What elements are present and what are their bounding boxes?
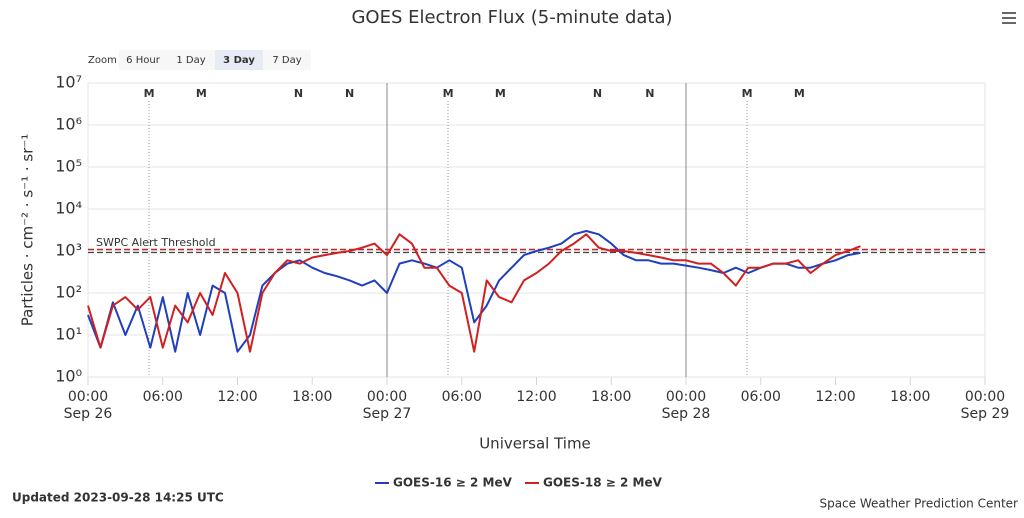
y-tick-label: 10⁴ (55, 199, 82, 218)
menu-bar (1002, 22, 1016, 24)
marker-label: N (645, 87, 654, 100)
zoom-button-bg (167, 50, 215, 70)
marker-label: N (294, 87, 303, 100)
updated-text: Updated 2023-09-28 14:25 UTC (12, 491, 224, 505)
zoom-button-label: 6 Hour (126, 55, 161, 66)
y-tick-label: 10⁰ (55, 367, 82, 386)
x-tick-label: 00:00 (965, 389, 1005, 405)
y-tick-label: 10⁶ (55, 115, 82, 134)
x-tick-label: 00:00 (666, 389, 706, 405)
x-axis-label: Universal Time (479, 435, 591, 453)
y-tick-label: 10⁵ (55, 157, 82, 176)
marker-label: N (593, 87, 602, 100)
zoom-label: Zoom (88, 55, 117, 66)
y-tick-label: 10⁷ (55, 73, 82, 92)
zoom-button-label: 1 Day (176, 55, 205, 66)
x-tick-label: 12:00 (815, 389, 855, 405)
menu-button[interactable] (1002, 12, 1016, 24)
marker-label: M (495, 87, 506, 100)
x-tick-label: 00:00 (367, 389, 407, 405)
zoom-button[interactable]: 3 Day (215, 50, 263, 70)
y-tick-label: 10³ (55, 241, 82, 260)
marker-label: M (742, 87, 753, 100)
threshold-label: SWPC Alert Threshold (96, 236, 216, 249)
x-tick-label: 00:00 (68, 389, 108, 405)
zoom-button[interactable]: 1 Day (167, 50, 215, 70)
menu-bar (1002, 12, 1016, 14)
y-axis-label: Particles · cm⁻² · s⁻¹ · sr⁻¹ (19, 134, 37, 327)
zoom-button-label: 7 Day (272, 55, 301, 66)
marker-label: M (443, 87, 454, 100)
menu-bar (1002, 17, 1016, 19)
marker-label: M (196, 87, 207, 100)
y-tick-label: 10² (55, 283, 82, 302)
legend-item[interactable]: GOES-18 ≥ 2 MeV (525, 476, 663, 490)
x-tick-label: 12:00 (516, 389, 556, 405)
chart-title: GOES Electron Flux (5-minute data) (351, 7, 672, 28)
zoom-button-bg (119, 50, 167, 70)
legend-label: GOES-18 ≥ 2 MeV (543, 476, 663, 490)
marker-label: M (794, 87, 805, 100)
zoom-button-label: 3 Day (223, 55, 255, 66)
x-date-label: Sep 28 (662, 406, 711, 422)
zoom-button[interactable]: 7 Day (263, 50, 311, 70)
x-tick-label: 06:00 (143, 389, 183, 405)
legend-item[interactable]: GOES-16 ≥ 2 MeV (375, 476, 513, 490)
x-date-label: Sep 26 (64, 406, 113, 422)
x-tick-label: 18:00 (890, 389, 930, 405)
x-date-label: Sep 27 (363, 406, 412, 422)
legend-label: GOES-16 ≥ 2 MeV (393, 476, 513, 490)
x-tick-label: 06:00 (741, 389, 781, 405)
y-tick-label: 10¹ (55, 325, 82, 344)
x-tick-label: 06:00 (442, 389, 482, 405)
marker-label: M (144, 87, 155, 100)
x-tick-label: 12:00 (217, 389, 257, 405)
series-line (87, 230, 861, 353)
x-tick-label: 18:00 (591, 389, 631, 405)
series-line (87, 233, 861, 353)
zoom-button[interactable]: 6 Hour (119, 50, 167, 70)
credit-text: Space Weather Prediction Center (819, 497, 1018, 511)
marker-label: N (345, 87, 354, 100)
x-date-label: Sep 29 (961, 406, 1010, 422)
zoom-button-bg (263, 50, 311, 70)
x-tick-label: 18:00 (292, 389, 332, 405)
zoom-button-bg (215, 50, 263, 70)
